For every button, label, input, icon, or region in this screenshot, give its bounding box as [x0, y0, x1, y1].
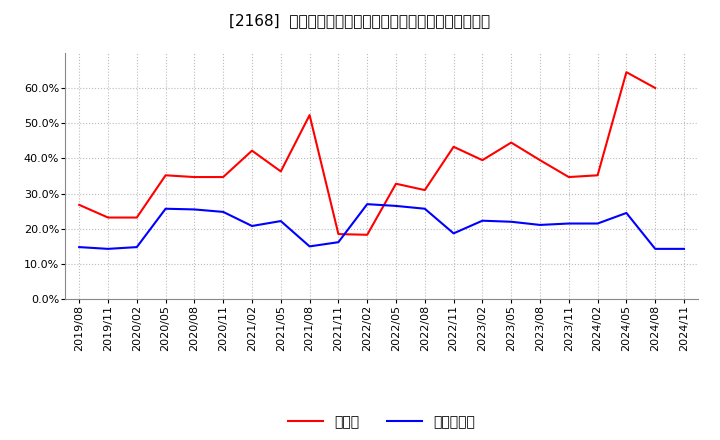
現預金 [622, 70, 631, 75]
有利子負債 [564, 221, 573, 226]
Text: [2168]  現預金、有利子負債の総資産に対する比率の推移: [2168] 現預金、有利子負債の総資産に対する比率の推移 [230, 13, 490, 28]
有利子負債 [132, 245, 141, 250]
現預金 [219, 174, 228, 180]
現預金 [276, 169, 285, 174]
現預金 [75, 202, 84, 208]
有利子負債 [622, 210, 631, 216]
有利子負債 [219, 209, 228, 215]
有利子負債 [104, 246, 112, 252]
Line: 現預金: 現預金 [79, 72, 655, 235]
有利子負債 [276, 218, 285, 224]
有利子負債 [536, 222, 544, 227]
Legend: 現預金, 有利子負債: 現預金, 有利子負債 [283, 410, 480, 435]
現預金 [132, 215, 141, 220]
現預金 [363, 232, 372, 238]
現預金 [248, 148, 256, 153]
現預金 [190, 174, 199, 180]
現預金 [161, 172, 170, 178]
有利子負債 [420, 206, 429, 211]
有利子負債 [392, 203, 400, 209]
有利子負債 [334, 239, 343, 245]
現預金 [449, 144, 458, 150]
現預金 [392, 181, 400, 187]
有利子負債 [593, 221, 602, 226]
有利子負債 [449, 231, 458, 236]
有利子負債 [248, 224, 256, 229]
現預金 [334, 231, 343, 237]
現預金 [478, 158, 487, 163]
有利子負債 [507, 219, 516, 224]
Line: 有利子負債: 有利子負債 [79, 204, 684, 249]
現預金 [104, 215, 112, 220]
現預金 [507, 140, 516, 145]
有利子負債 [478, 218, 487, 224]
有利子負債 [363, 202, 372, 207]
現預金 [564, 174, 573, 180]
現預金 [651, 85, 660, 91]
有利子負債 [75, 245, 84, 250]
有利子負債 [190, 207, 199, 212]
現預金 [305, 113, 314, 118]
有利子負債 [680, 246, 688, 252]
有利子負債 [161, 206, 170, 211]
有利子負債 [305, 244, 314, 249]
有利子負債 [651, 246, 660, 252]
現預金 [536, 158, 544, 163]
現預金 [593, 172, 602, 178]
現預金 [420, 187, 429, 193]
